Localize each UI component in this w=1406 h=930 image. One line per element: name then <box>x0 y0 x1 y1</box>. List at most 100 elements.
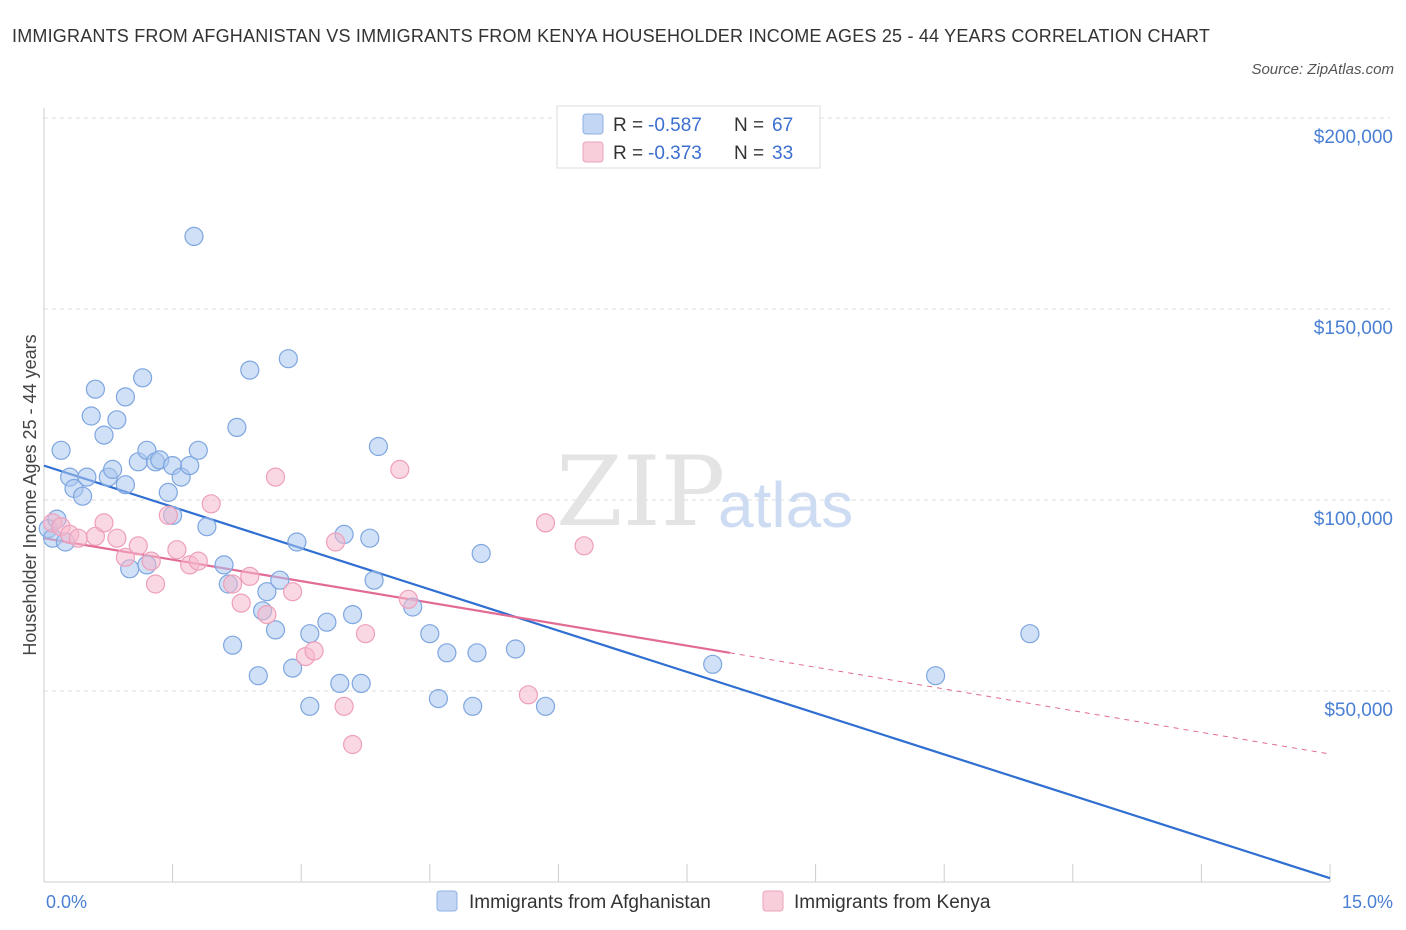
stats-legend: R = -0.587 N = 67 R = -0.373 N = 33 <box>556 105 821 169</box>
kenya-point-12 <box>167 540 187 560</box>
afghanistan-point-54 <box>368 436 388 457</box>
afghanistan-point-30 <box>188 440 208 460</box>
afghanistan-point-35 <box>227 417 247 437</box>
afghanistan-point-57 <box>428 688 448 709</box>
afghanistan-point-60 <box>467 643 487 663</box>
afghanistan-point-34 <box>223 635 243 655</box>
chart-source: Source: ZipAtlas.com <box>1251 61 1394 78</box>
afghanistan-trend-line <box>43 464 1331 880</box>
afghanistan-point-50 <box>343 604 363 625</box>
legend-r-label-1: R = <box>613 115 643 136</box>
kenya-point-29 <box>398 589 418 609</box>
afghanistan-point-37 <box>248 666 268 686</box>
gridlines <box>44 117 1390 692</box>
chart-title: IMMIGRANTS FROM AFGHANISTAN VS IMMIGRANT… <box>12 26 1211 46</box>
afghanistan-point-62 <box>505 639 526 659</box>
legend-swatch-kenya-bottom <box>762 890 784 912</box>
afghanistan-point-10 <box>85 379 106 399</box>
kenya-point-30 <box>518 685 539 705</box>
afghanistan-point-11 <box>94 425 114 445</box>
kenya-point-3 <box>68 528 88 548</box>
afghanistan-point-16 <box>115 387 136 407</box>
x-tick-label-1: 15.0% <box>1342 892 1393 912</box>
legend-label-afghanistan: Immigrants from Afghanistan <box>469 892 711 913</box>
afghanistan-point-43 <box>283 658 303 678</box>
afghanistan-point-32 <box>214 555 234 575</box>
afghanistan-point-15 <box>115 475 136 495</box>
y-tick-label-1: $100,000 <box>1314 509 1393 530</box>
legend-r-value-2: -0.373 <box>648 143 702 164</box>
afghanistan-point-29 <box>184 226 204 246</box>
afghanistan-point-7 <box>72 486 93 506</box>
afghanistan-point-66 <box>1020 624 1040 644</box>
legend-r-value-1: -0.587 <box>648 115 702 136</box>
kenya-point-11 <box>158 505 178 525</box>
y-tick-label-3: $200,000 <box>1314 127 1393 148</box>
afghanistan-point-52 <box>360 528 380 548</box>
kenya-point-16 <box>223 574 243 594</box>
afghanistan-point-47 <box>317 612 337 632</box>
legend-r-label-2: R = <box>613 143 643 164</box>
legend-n-value-2: 33 <box>772 143 793 164</box>
afghanistan-point-13 <box>102 459 123 479</box>
afghanistan-point-40 <box>265 620 286 640</box>
kenya-point-5 <box>94 513 114 533</box>
afghanistan-point-61 <box>471 543 491 564</box>
legend-swatch-kenya <box>582 141 604 163</box>
afghanistan-point-64 <box>703 654 723 674</box>
afghanistan-point-42 <box>278 349 298 369</box>
afghanistan-point-36 <box>240 360 260 380</box>
afghanistan-point-31 <box>197 517 217 537</box>
kenya-point-27 <box>355 624 376 644</box>
kenya-point-10 <box>145 574 166 594</box>
afghanistan-point-46 <box>300 624 320 644</box>
watermark-atlas: atlas <box>718 469 853 541</box>
afghanistan-point-53 <box>364 570 384 590</box>
kenya-point-15 <box>201 494 221 514</box>
kenya-point-4 <box>85 526 106 546</box>
legend-n-value-1: 67 <box>772 115 793 136</box>
legend-label-kenya: Immigrants from Kenya <box>794 892 991 913</box>
kenya-point-17 <box>231 593 251 613</box>
x-tick-labels: 0.0% 15.0% <box>46 892 1393 912</box>
afghanistan-point-24 <box>158 482 178 502</box>
afghanistan-point-41 <box>270 570 290 590</box>
kenya-point-6 <box>107 528 127 548</box>
kenya-point-32 <box>574 536 594 556</box>
kenya-point-18 <box>240 566 260 587</box>
kenya-point-19 <box>257 604 277 625</box>
kenya-point-14 <box>188 551 208 571</box>
afghanistan-point-65 <box>925 666 946 686</box>
afghanistan-point-39 <box>257 582 277 602</box>
afghanistan-point-45 <box>300 696 320 716</box>
kenya-point-25 <box>334 696 354 716</box>
afghanistan-point-59 <box>463 696 483 716</box>
kenya-point-28 <box>390 459 410 479</box>
legend-swatch-afghanistan-bottom <box>436 890 458 912</box>
kenya-point-20 <box>265 467 286 487</box>
kenya-point-8 <box>128 536 148 556</box>
afghanistan-point-44 <box>287 532 307 552</box>
kenya-point-26 <box>343 734 363 755</box>
y-tick-label-0: $50,000 <box>1324 700 1393 721</box>
kenya-point-24 <box>325 532 346 552</box>
afghanistan-point-14 <box>107 410 127 430</box>
series-legend: Immigrants from Afghanistan Immigrants f… <box>436 890 991 913</box>
legend-n-label-1: N = <box>734 115 764 136</box>
afghanistan-point-28 <box>180 456 200 476</box>
afghanistan-point-3 <box>51 440 71 460</box>
kenya-point-21 <box>283 582 303 602</box>
y-tick-label-2: $150,000 <box>1314 318 1393 339</box>
kenya-point-31 <box>535 513 556 533</box>
watermark-zip: ZIP <box>556 436 725 548</box>
kenya-point-23 <box>304 641 324 661</box>
afghanistan-point-19 <box>133 368 153 388</box>
afghanistan-point-48 <box>330 673 350 694</box>
kenya-point-9 <box>141 551 161 571</box>
afghanistan-point-58 <box>437 643 457 663</box>
kenya-point-7 <box>115 547 136 567</box>
y-tick-labels: $50,000 $100,000 $150,000 $200,000 <box>1314 127 1393 721</box>
afghanistan-point-51 <box>351 673 371 694</box>
afghanistan-point-63 <box>535 696 556 716</box>
